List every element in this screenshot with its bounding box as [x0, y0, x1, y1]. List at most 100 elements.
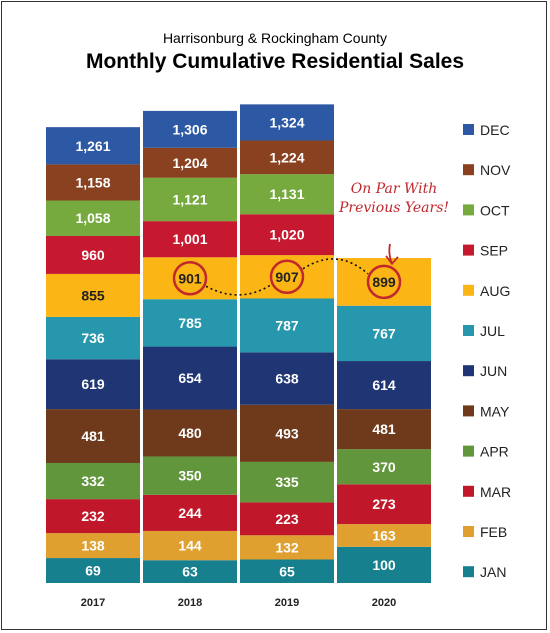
bar-2019-jan — [240, 559, 334, 583]
bar-2017-aug — [46, 273, 140, 317]
bar-2017-nov — [46, 164, 140, 201]
data-label-2019-nov: 1,224 — [269, 149, 304, 165]
bar-2017-jun — [46, 359, 140, 410]
legend-swatch-apr — [463, 445, 474, 457]
bar-2017-may — [46, 409, 140, 463]
data-label-2018-aug: 901 — [178, 270, 202, 286]
bar-2017-feb — [46, 533, 140, 559]
bar-2019-oct — [240, 174, 334, 215]
bar-2018-jan — [143, 560, 237, 583]
data-label-2017-aug: 855 — [81, 287, 105, 303]
data-label-2020-aug: 899 — [372, 274, 396, 290]
data-label-2017-sep: 960 — [81, 247, 105, 263]
legend-swatch-jun — [463, 365, 474, 377]
data-label-2019-may: 493 — [275, 425, 299, 441]
legend-label-dec: DEC — [480, 122, 510, 138]
highlight-circle-2018 — [172, 261, 208, 296]
data-label-2018-feb: 144 — [178, 538, 202, 554]
legend-label-aug: AUG — [480, 283, 510, 299]
bar-2017-sep — [46, 235, 140, 274]
data-label-2018-oct: 1,121 — [172, 191, 207, 207]
data-label-2018-nov: 1,204 — [172, 155, 207, 171]
chart-subtitle: Harrisonburg & Rockingham County — [162, 30, 388, 46]
data-label-2019-mar: 223 — [275, 511, 299, 527]
legend-label-mar: MAR — [480, 484, 511, 500]
legend-label-nov: NOV — [480, 162, 511, 178]
legend-label-jun: JUN — [480, 363, 507, 379]
legend-swatch-nov — [463, 164, 474, 176]
legend-swatch-jan — [463, 566, 474, 578]
highlight-circle-2020 — [366, 264, 402, 300]
data-label-2017-mar: 232 — [81, 508, 105, 524]
data-label-2020-jun: 614 — [372, 377, 396, 393]
legend-swatch-mar — [463, 485, 474, 497]
data-label-2020-feb: 163 — [372, 527, 396, 543]
data-label-2019-aug: 907 — [275, 269, 299, 285]
bar-2017-oct — [46, 200, 140, 236]
data-label-2019-dec: 1,324 — [269, 114, 304, 130]
bar-2018-dec — [143, 110, 237, 148]
annotation-arrowhead — [385, 255, 399, 266]
data-label-2018-sep: 1,001 — [172, 231, 207, 247]
bar-2019-mar — [240, 502, 334, 536]
bar-2018-mar — [143, 494, 237, 531]
bar-2018-may — [143, 409, 237, 457]
data-label-2018-jul: 785 — [178, 315, 202, 331]
x-tick-label-2019: 2019 — [275, 597, 299, 609]
bar-2019-nov — [240, 140, 334, 175]
data-label-2019-jun: 638 — [275, 371, 299, 387]
legend-label-sep: SEP — [480, 243, 508, 259]
data-label-2020-apr: 370 — [372, 459, 396, 475]
legend-label-jan: JAN — [480, 564, 506, 580]
legend-swatch-dec — [463, 124, 474, 135]
connector-dotted-2019-2020 — [302, 258, 369, 275]
x-tick-label-2018: 2018 — [178, 597, 202, 609]
legend-swatch-sep — [463, 244, 474, 256]
bar-2019-feb — [240, 535, 334, 560]
bar-2020-jan — [337, 546, 431, 583]
bar-2018-oct — [143, 177, 237, 222]
data-label-2019-apr: 335 — [275, 474, 299, 490]
bar-2017-dec — [46, 127, 140, 165]
data-label-2017-dec: 1,261 — [75, 138, 110, 154]
bar-2018-sep — [143, 221, 237, 258]
highlight-circle-2019 — [269, 259, 305, 295]
chart-title: Monthly Cumulative Residential Sales — [85, 50, 465, 73]
legend-label-apr: APR — [480, 444, 509, 460]
x-tick-label-2017: 2017 — [81, 597, 105, 609]
legend-label-feb: FEB — [480, 524, 507, 540]
legend-swatch-aug — [463, 284, 474, 296]
data-label-2017-may: 481 — [81, 428, 105, 444]
data-label-2018-jun: 654 — [178, 370, 202, 386]
annotation-line-1: On Par With — [350, 181, 438, 197]
bar-2018-jun — [143, 346, 237, 410]
legend-label-may: MAY — [480, 403, 510, 419]
annotation-line-2: Previous Years! — [338, 200, 450, 216]
bar-2020-mar — [337, 484, 431, 525]
data-label-2020-jan: 100 — [372, 557, 396, 573]
bar-2019-may — [240, 404, 334, 462]
bar-2020-may — [337, 409, 431, 450]
bar-2018-feb — [143, 530, 237, 561]
data-label-2019-jan: 65 — [279, 563, 295, 579]
data-label-2019-oct: 1,131 — [269, 186, 304, 202]
data-label-2019-jul: 787 — [275, 317, 299, 333]
data-label-2019-sep: 1,020 — [269, 227, 304, 243]
data-label-2018-mar: 244 — [178, 505, 202, 521]
bar-2019-dec — [240, 104, 334, 141]
legend-swatch-jul — [463, 325, 474, 336]
data-label-2017-jul: 736 — [81, 330, 105, 346]
data-label-2018-dec: 1,306 — [172, 121, 207, 137]
bar-2019-jul — [240, 298, 334, 353]
bar-2020-apr — [337, 449, 431, 485]
data-label-2018-apr: 350 — [178, 468, 202, 484]
data-label-2017-feb: 138 — [81, 538, 105, 554]
data-label-2020-mar: 273 — [372, 496, 396, 512]
bar-2019-sep — [240, 214, 334, 256]
legend-label-oct: OCT — [480, 202, 510, 218]
data-label-2019-feb: 132 — [275, 539, 299, 555]
legend-swatch-oct — [463, 204, 474, 216]
data-label-2017-jun: 619 — [81, 376, 105, 392]
bar-2017-jan — [46, 558, 140, 583]
